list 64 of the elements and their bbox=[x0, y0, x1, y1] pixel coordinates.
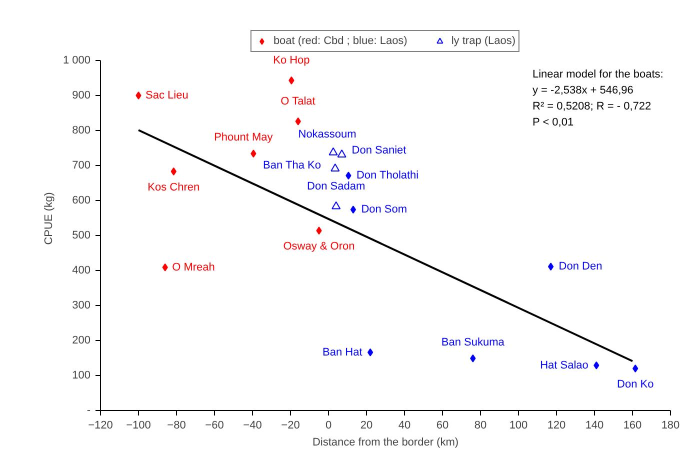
x-tick-label: 140 bbox=[585, 420, 604, 432]
point bbox=[170, 167, 176, 176]
x-tick-label: −80 bbox=[167, 420, 186, 432]
annotation: Ban Sukuma bbox=[441, 336, 506, 348]
annotation: Don Sadam bbox=[307, 180, 366, 192]
x-tick-label: 60 bbox=[436, 420, 449, 432]
point bbox=[250, 150, 256, 158]
x-tick-label: 40 bbox=[398, 420, 411, 432]
y-tick-label: 100 bbox=[72, 370, 91, 382]
x-tick-label: 20 bbox=[360, 420, 373, 432]
x-tick-label: −100 bbox=[126, 420, 151, 432]
point bbox=[136, 92, 142, 100]
legend-label: boat (red: Cbd ; blue: Laos) bbox=[273, 35, 408, 47]
annotation: O Mreah bbox=[172, 261, 215, 274]
annotation: Osway & Oron bbox=[283, 240, 355, 253]
x-axis-title: Distance from the border (km) bbox=[312, 436, 459, 448]
x-tick-label: −40 bbox=[243, 420, 262, 432]
y-tick-label: 200 bbox=[72, 334, 91, 346]
point bbox=[328, 147, 338, 156]
y-tick-label: 300 bbox=[72, 300, 91, 312]
point bbox=[332, 201, 341, 210]
x-tick-label: 80 bbox=[474, 420, 487, 432]
y-tick-label: 700 bbox=[72, 160, 91, 172]
annotation: Don Ko bbox=[617, 378, 654, 390]
annotation: y = -2,538x + 546,96 bbox=[532, 84, 634, 96]
x-tick-label: −60 bbox=[205, 420, 224, 432]
y-tick-label: 600 bbox=[72, 194, 91, 206]
y-axis-title: CPUE (kg) bbox=[42, 192, 55, 245]
y-tick-label: 400 bbox=[72, 264, 91, 276]
point bbox=[337, 150, 346, 158]
point bbox=[330, 164, 340, 172]
y-tick-label: 800 bbox=[72, 124, 91, 136]
x-tick-label: −120 bbox=[88, 420, 113, 432]
y-tick-label: 500 bbox=[72, 230, 91, 242]
annotation: Don Den bbox=[558, 260, 602, 273]
point bbox=[288, 76, 294, 84]
x-tick-label: −20 bbox=[281, 420, 300, 432]
x-tick-label: 0 bbox=[325, 420, 332, 432]
x-tick-label: 100 bbox=[509, 420, 528, 432]
annotation: R² = 0,5208; R = - 0,722 bbox=[532, 100, 652, 112]
y-tick-label: 1 000 bbox=[62, 54, 91, 66]
point bbox=[162, 263, 168, 272]
annotation: Don Tholathi bbox=[356, 170, 419, 182]
point bbox=[316, 226, 322, 235]
annotation: Kos Chren bbox=[148, 181, 200, 194]
annotation: Sac Lieu bbox=[146, 90, 188, 102]
annotation: Ko Hop bbox=[273, 54, 310, 66]
point bbox=[295, 117, 301, 126]
y-tick-label: - bbox=[86, 404, 91, 416]
annotation: P < 0,01 bbox=[532, 116, 574, 128]
legend-label: ly trap (Laos) bbox=[451, 35, 516, 47]
annotation: Nokassoum bbox=[298, 128, 356, 141]
y-tick-label: 900 bbox=[72, 90, 91, 102]
x-tick-label: 180 bbox=[661, 420, 680, 432]
x-tick-label: 160 bbox=[623, 420, 642, 432]
annotation: Hat Salao bbox=[540, 359, 588, 372]
annotation: Ban Tha Ko bbox=[263, 160, 321, 172]
annotation: Don Saniet bbox=[352, 144, 406, 157]
annotation: Linear model for the boats: bbox=[532, 68, 664, 80]
x-tick-label: 120 bbox=[547, 420, 566, 432]
annotation: Phount May bbox=[214, 132, 274, 144]
annotation: O Talat bbox=[280, 95, 316, 108]
annotation: Don Som bbox=[361, 204, 408, 216]
annotation: Ban Hat bbox=[322, 346, 362, 358]
